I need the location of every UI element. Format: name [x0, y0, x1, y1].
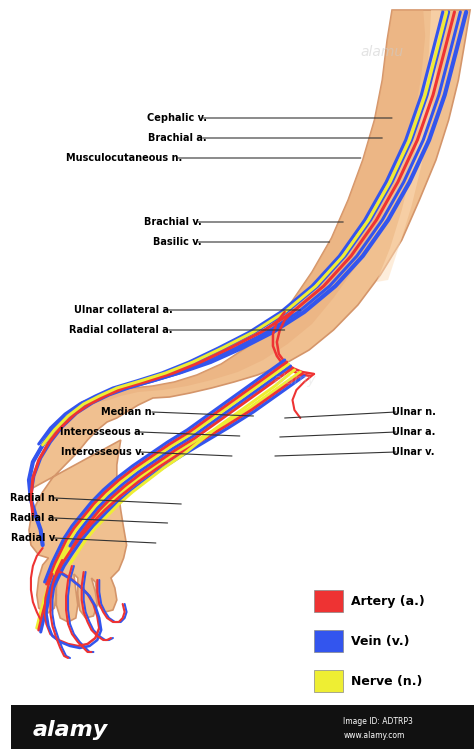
Text: Image ID: ADTRP3: Image ID: ADTRP3	[343, 718, 413, 727]
Text: Vein (v.): Vein (v.)	[351, 634, 410, 647]
Text: Ulnar v.: Ulnar v.	[392, 447, 435, 457]
Text: Interosseous v.: Interosseous v.	[61, 447, 144, 457]
Text: Ulnar n.: Ulnar n.	[392, 407, 436, 417]
Text: Radial n.: Radial n.	[9, 493, 58, 503]
Bar	[11, 705, 474, 749]
Text: Radial a.: Radial a.	[10, 513, 58, 523]
Text: Basilic v.: Basilic v.	[153, 237, 202, 247]
Bar	[314, 670, 343, 692]
Text: Ulnar collateral a.: Ulnar collateral a.	[73, 305, 173, 315]
Bar	[314, 630, 343, 652]
Text: Ulnar a.: Ulnar a.	[392, 427, 436, 437]
Text: alamu: alamu	[361, 45, 404, 59]
Text: alamy: alamy	[273, 373, 316, 387]
Polygon shape	[82, 10, 425, 402]
Text: Musculocutaneous n.: Musculocutaneous n.	[66, 153, 182, 163]
Text: Nerve (n.): Nerve (n.)	[351, 675, 422, 688]
Text: www.alamy.com: www.alamy.com	[343, 732, 405, 741]
Polygon shape	[29, 10, 470, 622]
Text: Cephalic v.: Cephalic v.	[146, 113, 207, 123]
Bar	[314, 590, 343, 612]
Text: Interosseous a.: Interosseous a.	[60, 427, 144, 437]
Text: Radial v.: Radial v.	[11, 533, 58, 543]
Text: Artery (a.): Artery (a.)	[351, 595, 425, 607]
Polygon shape	[376, 10, 441, 282]
Text: Median n.: Median n.	[101, 407, 156, 417]
Text: Radial collateral a.: Radial collateral a.	[69, 325, 173, 335]
Text: alamy: alamy	[33, 720, 108, 740]
Text: Brachial v.: Brachial v.	[144, 217, 202, 227]
Text: Brachial a.: Brachial a.	[148, 133, 207, 143]
